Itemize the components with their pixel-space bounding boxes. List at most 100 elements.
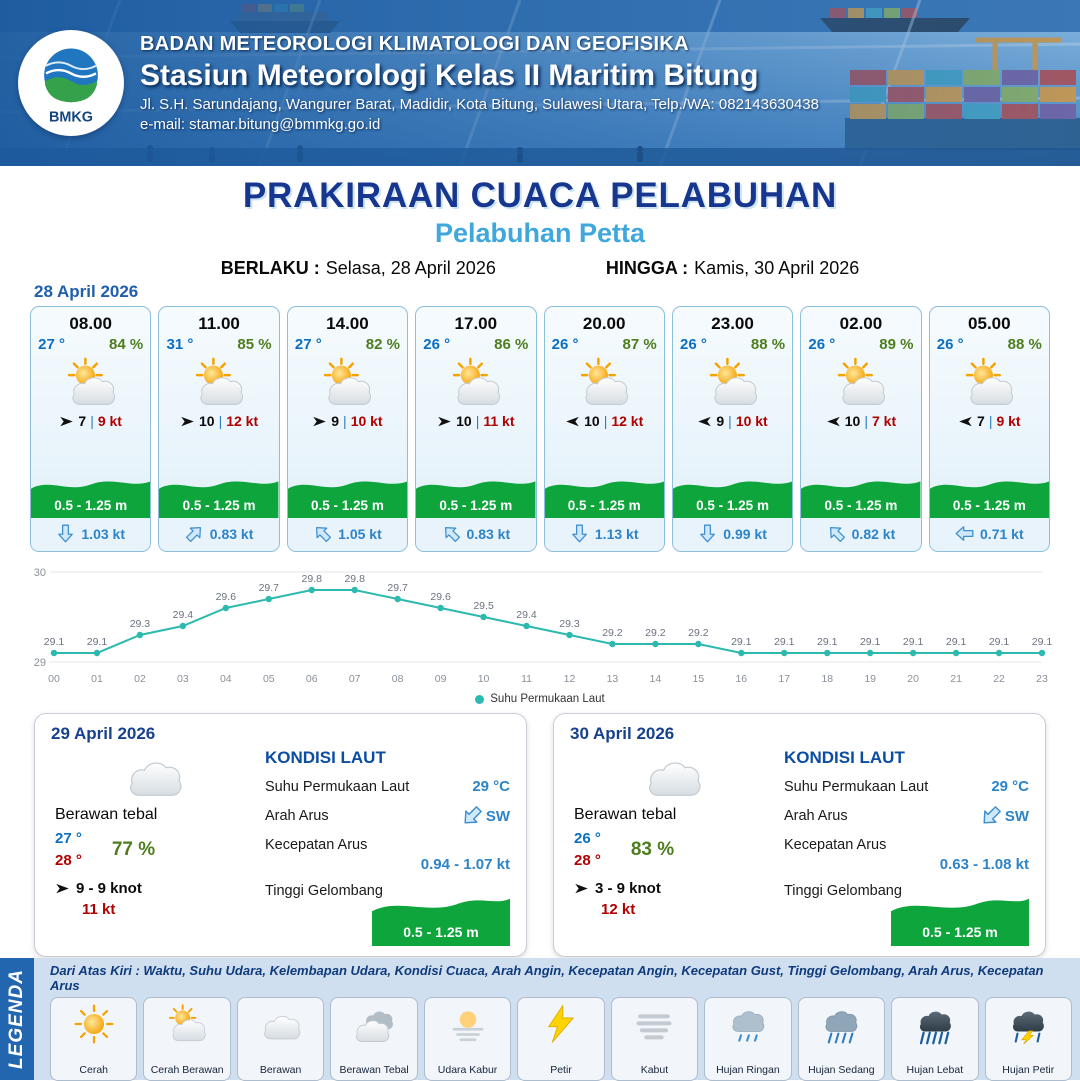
current-speed: 0.83 kt xyxy=(209,525,254,542)
current-speed: 0.83 kt xyxy=(466,525,511,542)
sst-chart: 29 30 29.1 00 29.1 01 29.3 02 29.4 03 29.6 04 29.7 05… xyxy=(34,567,1053,685)
legend-label: Kabut xyxy=(640,1064,669,1076)
forecast-card: 11.00 31 ° 85 % 10 | 12 kt 0.5 - 1.25 m … xyxy=(158,306,280,552)
current-row: 1.05 kt xyxy=(287,518,408,551)
forecast-time: 11.00 xyxy=(198,314,240,333)
light-rain-icon xyxy=(726,1003,770,1045)
station-email: e-mail: stamar.bitung@bmmkg.go.id xyxy=(140,116,381,133)
wind-speed: 7 xyxy=(78,413,87,429)
current-direction-icon xyxy=(438,520,465,547)
wind-direction-icon xyxy=(180,414,195,429)
current-direction-icon xyxy=(823,520,850,547)
daily-humidity: 83 % xyxy=(630,838,675,860)
separator: | xyxy=(90,413,94,429)
daily-card-29: 29 April 2026 Berawan tebal 27 ° 28 ° 77… xyxy=(34,713,527,957)
wind-row: 10 | 7 kt xyxy=(826,413,896,429)
legend-items: Cerah Cerah Berawan Berawan Berawan Teba… xyxy=(42,997,1080,1081)
temp-humidity-row: 26 ° 88 % xyxy=(680,336,785,353)
svg-text:29.7: 29.7 xyxy=(387,582,408,594)
legend-label: Hujan Petir xyxy=(1002,1064,1055,1076)
svg-text:19: 19 xyxy=(864,673,876,685)
svg-text:17: 17 xyxy=(778,673,790,685)
legend-item: Berawan Tebal xyxy=(330,997,418,1081)
sea-condition-title: KONDISI LAUT xyxy=(264,748,386,767)
temp-min: 27 ° xyxy=(55,830,82,847)
sea-condition-column: KONDISI LAUT Suhu Permukaan Laut 29 °C A… xyxy=(772,744,1029,918)
hourly-date: 28 April 2026 xyxy=(34,282,139,301)
partly-cloudy-icon xyxy=(571,356,637,410)
wave-height-band: 0.5 - 1.25 m xyxy=(801,472,921,518)
header-banner: BMKG BADAN METEOROLOGI KLIMATOLOGI DAN G… xyxy=(0,0,1080,166)
wave-shape xyxy=(544,481,664,518)
legend-note: Dari Atas Kiri : Waktu, Suhu Udara, Kele… xyxy=(50,963,1044,993)
hourly-cards: 08.00 27 ° 84 % 7 | 9 kt 0.5 - 1.25 m 1.… xyxy=(30,306,1050,552)
daily-wind-row: 3 - 9 knot xyxy=(574,880,661,897)
wave-height-label: Tinggi Gelombang xyxy=(783,883,902,899)
partly-cloudy-icon xyxy=(314,356,380,410)
daily-wind: 9 - 9 knot xyxy=(76,879,142,897)
wind-direction-icon xyxy=(59,414,74,429)
current-row: 0.82 kt xyxy=(801,518,921,551)
humidity: 88 % xyxy=(750,336,786,353)
wave-height-band: 0.5 - 1.25 m xyxy=(416,472,536,518)
svg-text:13: 13 xyxy=(607,673,619,685)
legend-label: Udara Kabur xyxy=(437,1064,498,1076)
valid-to: HINGGA : Kamis, 30 April 2026 xyxy=(606,258,859,279)
wave-shape xyxy=(416,481,536,518)
valid-from-value: Selasa, 28 April 2026 xyxy=(325,258,496,278)
svg-text:29.3: 29.3 xyxy=(130,618,151,630)
daily-date: 30 April 2026 xyxy=(570,724,675,743)
wave-shape xyxy=(159,481,279,518)
current-speed-label: Kecepatan Arus xyxy=(264,837,368,853)
current-row: 1.03 kt xyxy=(31,518,151,551)
current-direction-icon xyxy=(698,524,717,543)
svg-text:29.6: 29.6 xyxy=(430,591,451,603)
wind-row: 7 | 9 kt xyxy=(59,413,122,429)
current-speed: 1.13 kt xyxy=(594,525,639,542)
header-content: BMKG BADAN METEOROLOGI KLIMATOLOGI DAN G… xyxy=(0,0,1080,166)
wave-height-value: 0.5 - 1.25 m xyxy=(403,924,479,940)
separator: | xyxy=(728,413,732,429)
forecast-card: 20.00 26 ° 87 % 10 | 12 kt 0.5 - 1.25 m … xyxy=(543,306,665,552)
daily-condition: Berawan tebal xyxy=(55,806,158,823)
bmkg-logo-text: BMKG xyxy=(49,109,93,125)
valid-from-label: BERLAKU : xyxy=(220,258,320,278)
wave-height-band: 0.5 - 1.25 m xyxy=(929,472,1049,518)
svg-text:29.7: 29.7 xyxy=(259,582,280,594)
current-row: 1.13 kt xyxy=(544,518,664,551)
separator: | xyxy=(988,413,993,429)
temp-max: 28 ° xyxy=(574,851,601,869)
legend-label: Berawan Tebal xyxy=(339,1064,409,1076)
forecast-time: 23.00 xyxy=(711,314,754,333)
legend-label: Berawan xyxy=(259,1064,302,1076)
valid-to-value: Kamis, 30 April 2026 xyxy=(694,258,860,278)
svg-text:29: 29 xyxy=(34,657,46,669)
wave-height-value: 0.5 - 1.25 m xyxy=(922,924,998,940)
wind-direction-icon xyxy=(958,414,973,429)
air-temperature: 26 ° xyxy=(551,336,579,353)
air-temperature: 26 ° xyxy=(680,336,707,353)
sst-label: Suhu Permukaan Laut xyxy=(264,778,410,795)
gust-speed: 12 kt xyxy=(226,413,259,429)
daily-gust: 12 kt xyxy=(601,900,636,918)
title-section: PRAKIRAAN CUACA PELABUHAN Pelabuhan Pett… xyxy=(0,166,1080,279)
sst-chart-section: 29 30 29.1 00 29.1 01 29.3 02 29.4 03 29.6 04 29.7 05… xyxy=(0,552,1080,705)
forecast-time: 20.00 xyxy=(582,314,626,333)
current-speed-value: 0.63 - 1.08 kt xyxy=(939,856,1029,873)
wind-direction-icon xyxy=(697,414,712,429)
temp-humidity-row: 27 ° 82 % xyxy=(295,336,400,353)
wind-row: 9 | 10 kt xyxy=(312,413,383,429)
wind-speed: 7 xyxy=(977,413,985,429)
separator: | xyxy=(475,413,480,429)
wave-shape xyxy=(31,481,151,518)
separator: | xyxy=(343,413,347,429)
wave-height-badge: 0.5 - 1.25 m xyxy=(891,890,1029,946)
cloud-icon xyxy=(259,1003,303,1045)
gust-speed: 9 kt xyxy=(97,413,122,429)
legend-item: Cerah Berawan xyxy=(143,997,231,1081)
current-direction-icon xyxy=(56,524,75,543)
sea-condition-column: KONDISI LAUT Suhu Permukaan Laut 29 °C A… xyxy=(253,744,510,918)
forecast-card: 05.00 26 ° 88 % 7 | 9 kt 0.5 - 1.25 m 0.… xyxy=(928,306,1050,552)
current-speed-value: 0.94 - 1.07 kt xyxy=(420,856,510,873)
valid-to-label: HINGGA : xyxy=(605,258,689,278)
